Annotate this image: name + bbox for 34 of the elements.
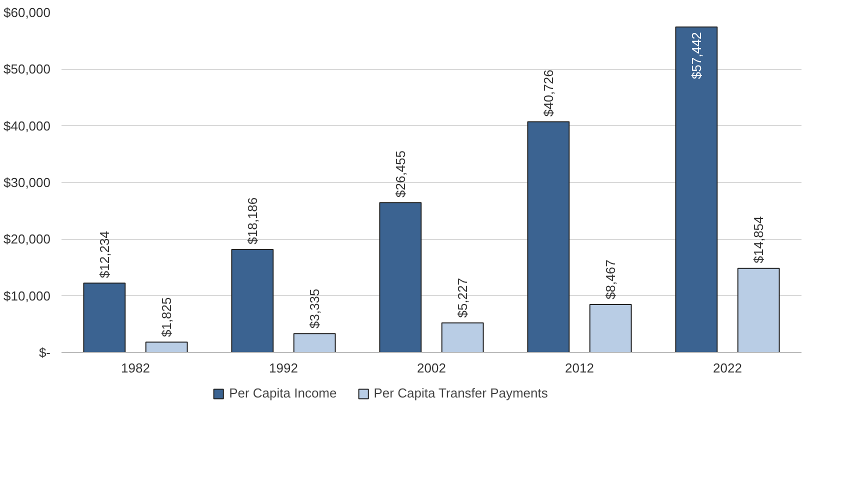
bar	[231, 248, 274, 352]
y-tick-label: $40,000	[4, 118, 51, 134]
bar	[737, 268, 780, 352]
data-label: $57,442	[688, 32, 704, 80]
legend-label: Per Capita Transfer Payments	[374, 386, 548, 400]
x-tick-label: 1992	[269, 360, 298, 376]
x-tick-label: 2012	[565, 360, 594, 376]
data-label: $18,186	[244, 197, 260, 244]
bar	[589, 304, 632, 352]
bar	[145, 342, 188, 352]
y-tick-label: $30,000	[4, 175, 51, 190]
y-tick-label: $60,000	[4, 5, 51, 20]
data-label: $40,726	[540, 70, 556, 117]
y-tick-label: $20,000	[4, 232, 51, 247]
data-label: $5,227	[455, 278, 470, 318]
data-label: $12,234	[96, 231, 112, 278]
data-label: $3,335	[307, 288, 322, 328]
data-label: $26,455	[392, 150, 408, 198]
bar	[83, 282, 126, 352]
x-tick-label: 2002	[417, 360, 446, 376]
legend-label: Per Capita Income	[229, 386, 337, 400]
y-tick-label: $10,000	[4, 288, 51, 304]
data-label: $1,825	[159, 297, 174, 338]
data-label: $8,467	[603, 260, 618, 300]
bar	[441, 322, 484, 352]
x-tick-label: 2022	[713, 360, 742, 376]
y-tick-label: $50,000	[4, 62, 51, 77]
bar	[675, 26, 718, 352]
data-label: $14,854	[751, 216, 766, 264]
bar	[379, 202, 422, 352]
bar	[527, 121, 570, 352]
bar	[293, 333, 336, 352]
y-tick-label: $-	[38, 345, 51, 360]
x-tick-label: 1982	[121, 360, 150, 376]
